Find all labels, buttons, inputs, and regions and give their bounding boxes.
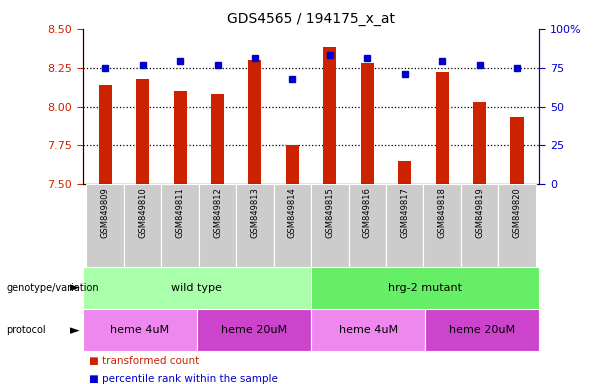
- Bar: [124, 184, 161, 267]
- Text: GSM849811: GSM849811: [175, 187, 185, 238]
- Text: GSM849814: GSM849814: [288, 187, 297, 238]
- Bar: [473, 102, 486, 184]
- Bar: [311, 309, 425, 351]
- Bar: [199, 184, 236, 267]
- Text: GSM849820: GSM849820: [512, 187, 522, 238]
- Bar: [349, 184, 386, 267]
- Bar: [236, 184, 273, 267]
- Bar: [99, 85, 112, 184]
- Bar: [311, 267, 539, 309]
- Bar: [136, 79, 149, 184]
- Title: GDS4565 / 194175_x_at: GDS4565 / 194175_x_at: [227, 12, 395, 26]
- Bar: [248, 60, 262, 184]
- Bar: [173, 91, 186, 184]
- Text: GSM849809: GSM849809: [101, 187, 110, 238]
- Text: hrg-2 mutant: hrg-2 mutant: [388, 283, 462, 293]
- Text: GSM849818: GSM849818: [438, 187, 447, 238]
- Bar: [323, 48, 337, 184]
- Text: GSM849819: GSM849819: [475, 187, 484, 238]
- Bar: [83, 309, 197, 351]
- Bar: [424, 184, 461, 267]
- Text: protocol: protocol: [6, 325, 46, 335]
- Bar: [425, 309, 539, 351]
- Text: heme 4uM: heme 4uM: [110, 325, 169, 335]
- Bar: [436, 72, 449, 184]
- Text: GSM849817: GSM849817: [400, 187, 409, 238]
- Text: genotype/variation: genotype/variation: [6, 283, 99, 293]
- Bar: [211, 94, 224, 184]
- Text: GSM849816: GSM849816: [363, 187, 371, 238]
- Bar: [286, 146, 299, 184]
- Text: ►: ►: [70, 324, 80, 337]
- Bar: [461, 184, 498, 267]
- Bar: [386, 184, 424, 267]
- Bar: [360, 63, 374, 184]
- Text: heme 20uM: heme 20uM: [449, 325, 516, 335]
- Bar: [273, 184, 311, 267]
- Text: GSM849810: GSM849810: [138, 187, 147, 238]
- Bar: [161, 184, 199, 267]
- Text: ►: ►: [70, 281, 80, 295]
- Text: GSM849812: GSM849812: [213, 187, 222, 238]
- Bar: [398, 161, 411, 184]
- Bar: [86, 184, 124, 267]
- Text: heme 20uM: heme 20uM: [221, 325, 287, 335]
- Bar: [197, 309, 311, 351]
- Bar: [498, 184, 536, 267]
- Bar: [83, 267, 311, 309]
- Text: ■ percentile rank within the sample: ■ percentile rank within the sample: [89, 374, 278, 384]
- Text: wild type: wild type: [172, 283, 223, 293]
- Text: GSM849813: GSM849813: [251, 187, 259, 238]
- Text: ■ transformed count: ■ transformed count: [89, 356, 199, 366]
- Text: heme 4uM: heme 4uM: [338, 325, 398, 335]
- Bar: [311, 184, 349, 267]
- Text: GSM849815: GSM849815: [326, 187, 334, 238]
- Bar: [511, 118, 524, 184]
